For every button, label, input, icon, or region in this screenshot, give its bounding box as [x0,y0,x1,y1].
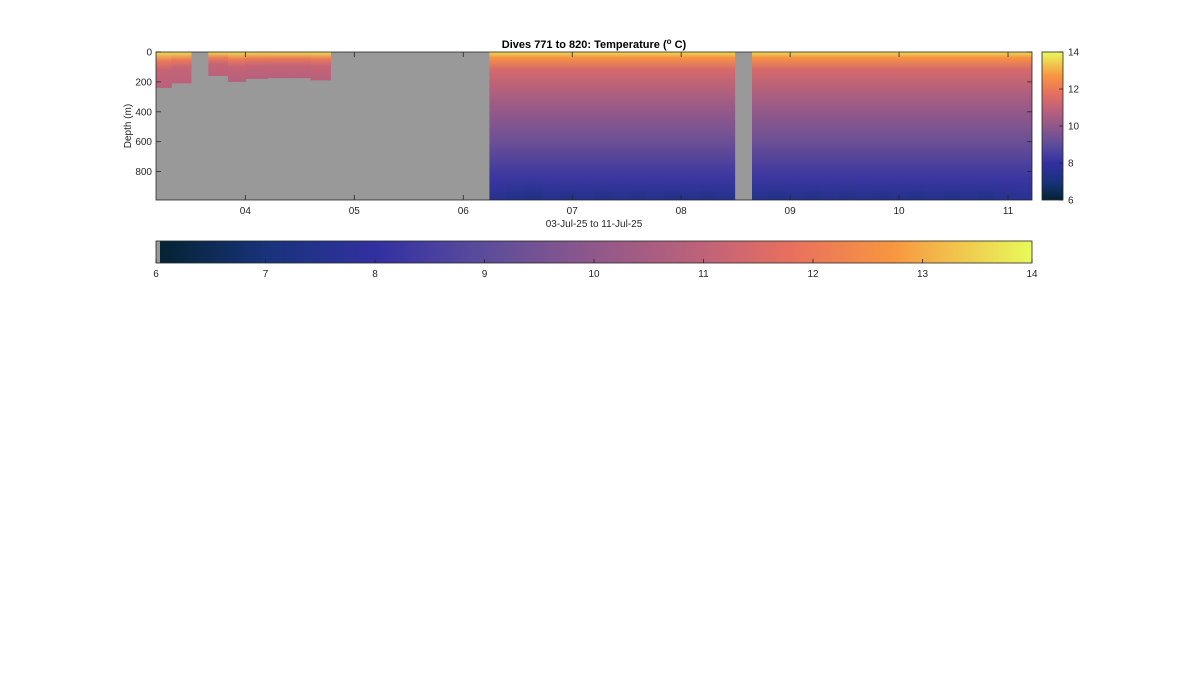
bottom-colorbar-tick-label: 11 [698,269,709,280]
heatmap-column [489,52,508,200]
bottom-colorbar-fill [160,241,1032,263]
title-superscript: o [667,37,672,46]
heatmap-column [838,52,857,200]
main-plot: 04 05 06 07 08 09 10 11 0 200 400 600 800 [135,48,1033,217]
heatmap-column [751,52,769,200]
heatmap-column [245,52,268,79]
heatmap-column [820,52,839,200]
x-axis-label: 03-Jul-25 to 11-Jul-25 [546,219,643,230]
heatmap-column [576,52,595,200]
title-suffix: C) [672,39,687,51]
heatmap-column [288,52,312,79]
heatmap-column [559,52,578,200]
heatmap-column [925,52,944,200]
y-tick-label: 400 [135,107,152,118]
y-tick-label: 600 [135,137,152,148]
bottom-colorbar-tick-label: 13 [917,269,929,280]
heatmap-column [855,52,874,200]
heatmap-column [524,52,543,200]
heatmap-column [171,52,192,84]
chart-title: Dives 771 to 820: Temperature (o C) [502,37,687,51]
bottom-colorbar-tick-label: 12 [807,269,819,280]
side-colorbar-tick-label: 6 [1068,196,1074,207]
heatmap-column [960,52,979,200]
side-colorbar: 6 8 10 12 14 [1041,48,1080,207]
heatmap-column [628,52,647,200]
heatmap-column [1012,52,1032,200]
heatmap-column [942,52,961,200]
title-main: Dives 771 to 820: Temperature ( [502,39,667,51]
heatmap-column [611,52,630,200]
heatmap-column [977,52,996,200]
heatmap-column [663,52,682,200]
x-tick-label: 04 [240,206,252,217]
x-tick-label: 05 [349,206,361,217]
heatmap-column [594,52,613,200]
x-tick-label: 09 [785,206,797,217]
heatmap-column [310,52,331,81]
bottom-colorbar-gradient [160,241,1032,263]
y-tick-label: 200 [135,77,152,88]
heatmap-column [890,52,909,200]
bottom-colorbar-tick-label: 8 [372,269,378,280]
heatmap-column [994,52,1013,200]
y-axis-ticks: 0 200 400 600 800 [135,48,1032,178]
heatmap-column [506,52,525,200]
heatmap-column [716,52,736,200]
heatmap-column [872,52,891,200]
bottom-colorbar-tick-label: 14 [1026,269,1038,280]
heatmap-column [227,52,246,82]
heatmap-column [803,52,822,200]
heatmap-column [785,52,804,200]
x-tick-label: 11 [1003,206,1014,217]
y-tick-label: 0 [146,48,152,59]
y-axis-label: Depth (m) [123,104,134,148]
heatmap-column [698,52,717,200]
heatmap-column [907,52,926,200]
side-colorbar-tick-label: 10 [1068,122,1080,133]
y-tick-label: 800 [135,167,152,178]
bottom-colorbar: 6 7 8 9 10 11 12 13 14 [153,240,1038,280]
side-colorbar-fill [1042,52,1063,200]
bottom-colorbar-missing-swatch [156,241,160,263]
side-colorbar-tick-label: 8 [1068,159,1074,170]
bottom-colorbar-tick-label: 9 [482,269,488,280]
side-colorbar-gradient [1042,52,1063,200]
side-colorbar-ticks: 6 8 10 12 14 [1059,48,1080,207]
x-tick-label: 08 [676,206,688,217]
heatmap-column [267,52,290,79]
bottom-colorbar-tick-label: 7 [263,269,269,280]
plot-frame [155,51,1033,201]
x-axis-ticks: 04 05 06 07 08 09 10 11 [240,52,1014,217]
heatmap-column [646,52,665,200]
heatmap-column [208,52,229,76]
heatmap-column [156,52,172,88]
bottom-colorbar-tick-label: 6 [153,269,159,280]
bottom-colorbar-ticks: 6 7 8 9 10 11 12 13 14 [153,259,1038,280]
side-colorbar-tick-label: 14 [1068,48,1080,59]
side-colorbar-tick-label: 12 [1068,85,1080,96]
bottom-colorbar-tick-label: 10 [588,269,600,280]
heatmap-column [681,52,700,200]
x-tick-label: 10 [894,206,906,217]
x-tick-label: 06 [458,206,470,217]
heatmap-columns [156,52,1032,200]
heatmap-column [768,52,787,200]
x-tick-label: 07 [567,206,579,217]
heatmap-column [541,52,560,200]
